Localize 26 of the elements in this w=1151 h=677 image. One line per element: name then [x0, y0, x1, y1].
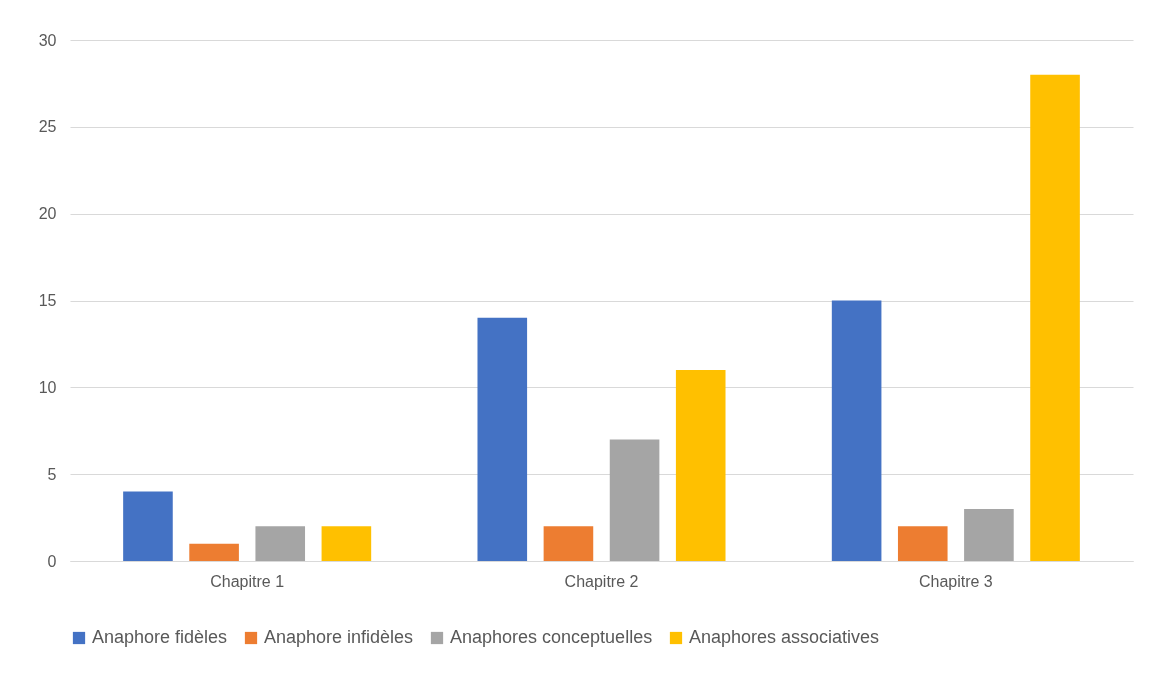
- bar: [189, 543, 239, 561]
- bar: [1030, 74, 1080, 561]
- bar: [897, 526, 948, 561]
- y-tick-label: 10: [38, 378, 57, 396]
- bar: [675, 369, 726, 561]
- y-tick-label: 30: [38, 31, 57, 49]
- bar: [831, 300, 882, 561]
- y-tick-label: 25: [38, 118, 57, 136]
- x-tick-label: Chapitre 2: [564, 572, 639, 590]
- bar: [477, 317, 528, 561]
- y-tick-label: 20: [38, 205, 57, 223]
- legend-label: Anaphore fidèles: [92, 627, 228, 647]
- x-tick-label: Chapitre 1: [210, 572, 285, 590]
- y-tick-label: 5: [47, 465, 57, 483]
- y-tick-label: 15: [38, 292, 57, 309]
- bar: [255, 526, 306, 561]
- bar: [321, 526, 372, 561]
- bar: [964, 508, 1014, 561]
- bar: [123, 491, 173, 561]
- x-tick-label: Chapitre 3: [918, 572, 993, 590]
- legend-label: Anaphores conceptuelles: [450, 627, 653, 647]
- bar: [543, 526, 594, 561]
- bar: [609, 439, 660, 561]
- legend-label: Anaphores associatives: [689, 627, 880, 647]
- legend-label: Anaphore infidèles: [264, 627, 414, 647]
- y-tick-label: 0: [47, 552, 57, 570]
